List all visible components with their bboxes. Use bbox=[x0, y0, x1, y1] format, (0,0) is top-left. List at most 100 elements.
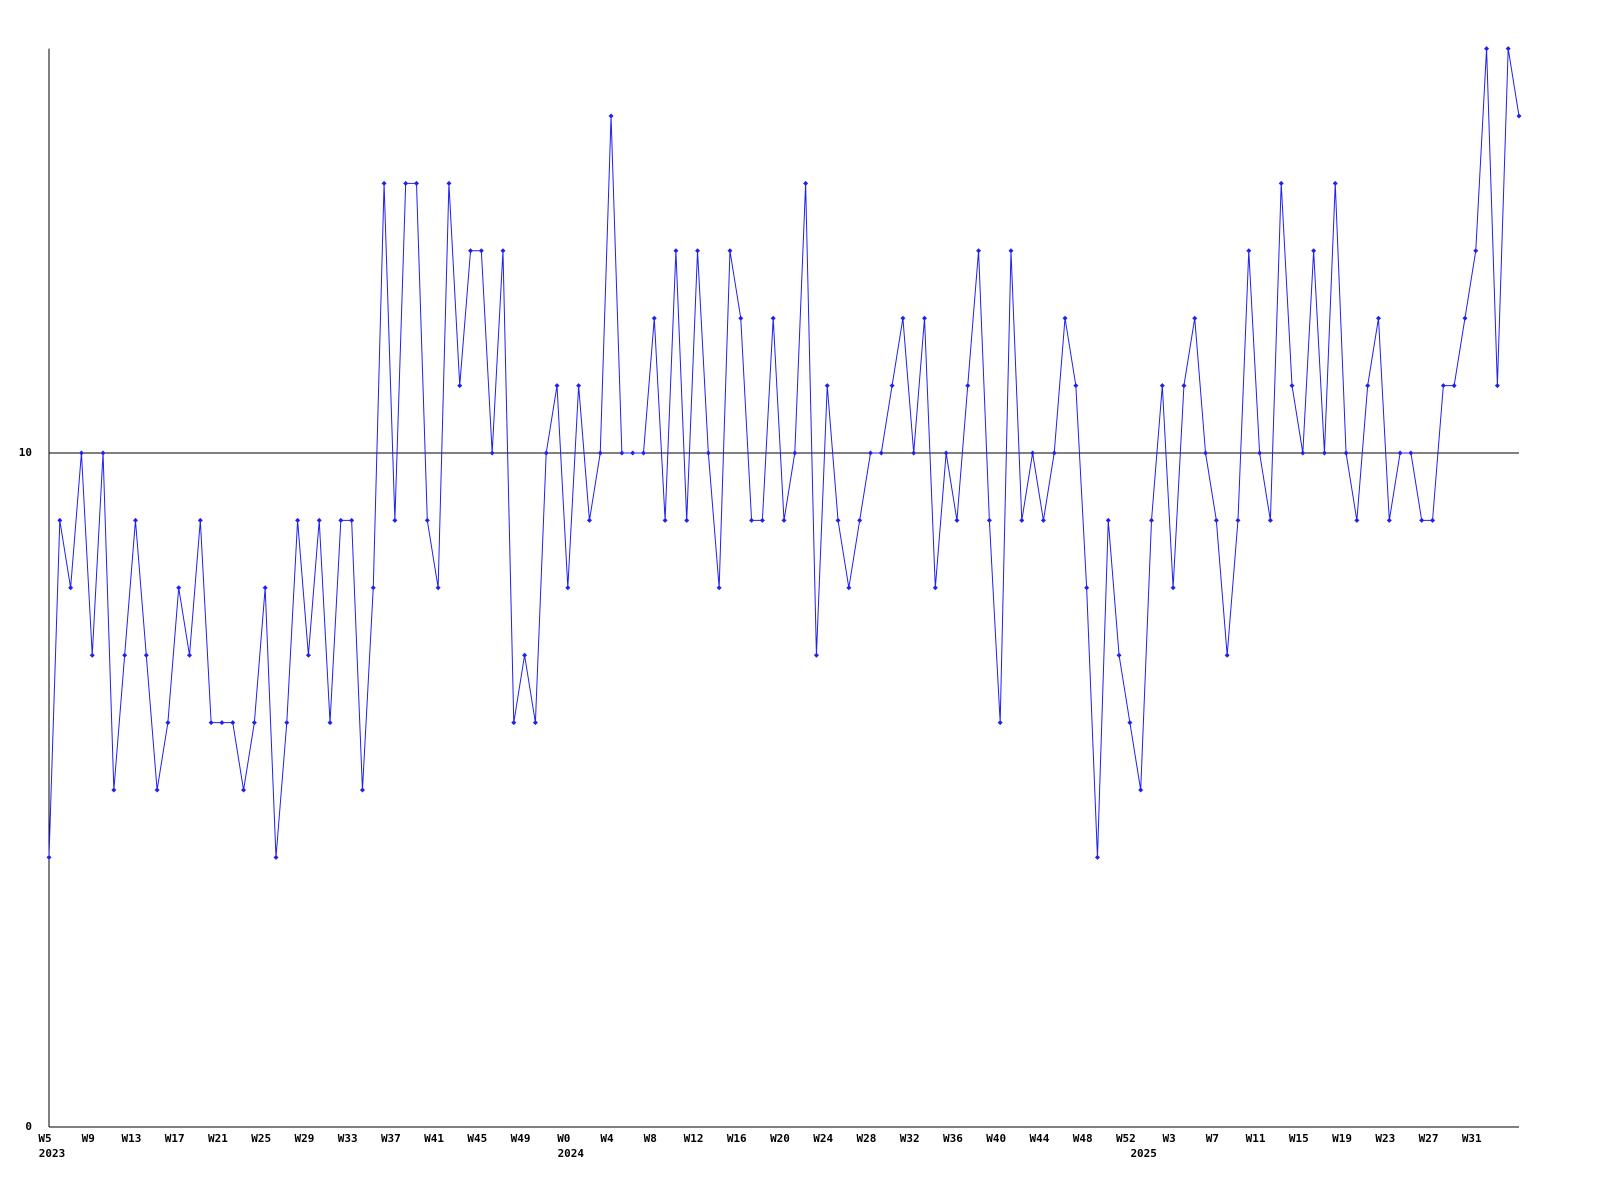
data-point bbox=[749, 517, 755, 523]
data-point bbox=[1008, 248, 1014, 254]
data-point bbox=[305, 652, 311, 658]
data-point bbox=[857, 517, 863, 523]
x-tick-label: W19 bbox=[1332, 1132, 1352, 1145]
x-tick-label: W16 bbox=[727, 1132, 747, 1145]
x-tick-label: W13 bbox=[122, 1132, 142, 1145]
x-tick-label: W28 bbox=[857, 1132, 877, 1145]
data-point bbox=[1451, 383, 1457, 389]
data-point bbox=[900, 315, 906, 321]
x-tick-label: W36 bbox=[943, 1132, 963, 1145]
data-point bbox=[1030, 450, 1036, 456]
x-tick-label: W31 bbox=[1462, 1132, 1482, 1145]
data-point bbox=[230, 720, 236, 726]
x-year-label: 2023 bbox=[39, 1147, 66, 1160]
data-point bbox=[1473, 248, 1479, 254]
data-point bbox=[468, 248, 474, 254]
data-point bbox=[89, 652, 95, 658]
x-year-label: 2024 bbox=[558, 1147, 585, 1160]
data-point bbox=[57, 517, 63, 523]
data-point bbox=[1419, 517, 1425, 523]
data-point bbox=[532, 720, 538, 726]
x-tick-label: W7 bbox=[1206, 1132, 1219, 1145]
data-point bbox=[1289, 383, 1295, 389]
x-tick-label: W40 bbox=[986, 1132, 1006, 1145]
x-tick-label: W45 bbox=[467, 1132, 487, 1145]
data-point bbox=[1332, 180, 1338, 186]
data-point bbox=[835, 517, 841, 523]
data-point bbox=[165, 720, 171, 726]
y-tick-label: 0 bbox=[25, 1120, 32, 1133]
x-year-label: 2025 bbox=[1130, 1147, 1157, 1160]
data-point bbox=[1203, 450, 1209, 456]
data-point bbox=[197, 517, 203, 523]
data-point bbox=[1094, 854, 1100, 860]
data-point bbox=[727, 248, 733, 254]
data-point bbox=[781, 517, 787, 523]
data-point bbox=[759, 517, 765, 523]
data-point bbox=[1138, 787, 1144, 793]
data-point bbox=[878, 450, 884, 456]
data-point bbox=[424, 517, 430, 523]
x-tick-label: W5 bbox=[38, 1132, 51, 1145]
data-point bbox=[932, 585, 938, 591]
data-point bbox=[1159, 383, 1165, 389]
data-point bbox=[370, 585, 376, 591]
x-tick-label: W41 bbox=[424, 1132, 444, 1145]
data-point bbox=[1170, 585, 1176, 591]
data-point bbox=[1084, 585, 1090, 591]
data-point bbox=[684, 517, 690, 523]
data-point bbox=[176, 585, 182, 591]
x-tick-label: W8 bbox=[644, 1132, 657, 1145]
data-point bbox=[403, 180, 409, 186]
data-point bbox=[1494, 383, 1500, 389]
data-point bbox=[1019, 517, 1025, 523]
data-point bbox=[359, 787, 365, 793]
x-tick-label: W21 bbox=[208, 1132, 228, 1145]
data-point bbox=[1505, 46, 1511, 52]
data-point bbox=[1278, 180, 1284, 186]
data-point bbox=[457, 383, 463, 389]
data-point bbox=[986, 517, 992, 523]
data-point bbox=[1430, 517, 1436, 523]
data-point bbox=[619, 450, 625, 456]
data-point bbox=[154, 787, 160, 793]
data-point bbox=[1192, 315, 1198, 321]
data-point bbox=[1321, 450, 1327, 456]
data-point bbox=[543, 450, 549, 456]
data-point bbox=[1116, 652, 1122, 658]
data-point bbox=[435, 585, 441, 591]
data-point bbox=[1267, 517, 1273, 523]
data-point bbox=[1235, 517, 1241, 523]
x-tick-label: W44 bbox=[1029, 1132, 1049, 1145]
data-point bbox=[1408, 450, 1414, 456]
data-point bbox=[954, 517, 960, 523]
data-point bbox=[349, 517, 355, 523]
data-point bbox=[1375, 315, 1381, 321]
data-point bbox=[478, 248, 484, 254]
data-point bbox=[381, 180, 387, 186]
data-point bbox=[1365, 383, 1371, 389]
x-tick-label: W4 bbox=[600, 1132, 614, 1145]
x-tick-label: W37 bbox=[381, 1132, 401, 1145]
data-point bbox=[770, 315, 776, 321]
data-point bbox=[414, 180, 419, 186]
data-point bbox=[1213, 517, 1219, 523]
data-point bbox=[965, 383, 971, 389]
data-point bbox=[662, 517, 668, 523]
x-tick-label: W11 bbox=[1246, 1132, 1266, 1145]
data-point bbox=[1224, 652, 1230, 658]
data-point bbox=[673, 248, 679, 254]
data-point bbox=[143, 652, 149, 658]
data-point bbox=[1397, 450, 1403, 456]
data-point bbox=[78, 450, 84, 456]
x-tick-label: W25 bbox=[251, 1132, 271, 1145]
x-tick-label: W24 bbox=[813, 1132, 833, 1145]
data-point bbox=[338, 517, 344, 523]
data-point bbox=[241, 787, 247, 793]
data-point bbox=[132, 517, 138, 523]
data-point bbox=[1073, 383, 1079, 389]
data-point bbox=[911, 450, 917, 456]
data-point bbox=[640, 450, 646, 456]
data-point bbox=[251, 720, 257, 726]
